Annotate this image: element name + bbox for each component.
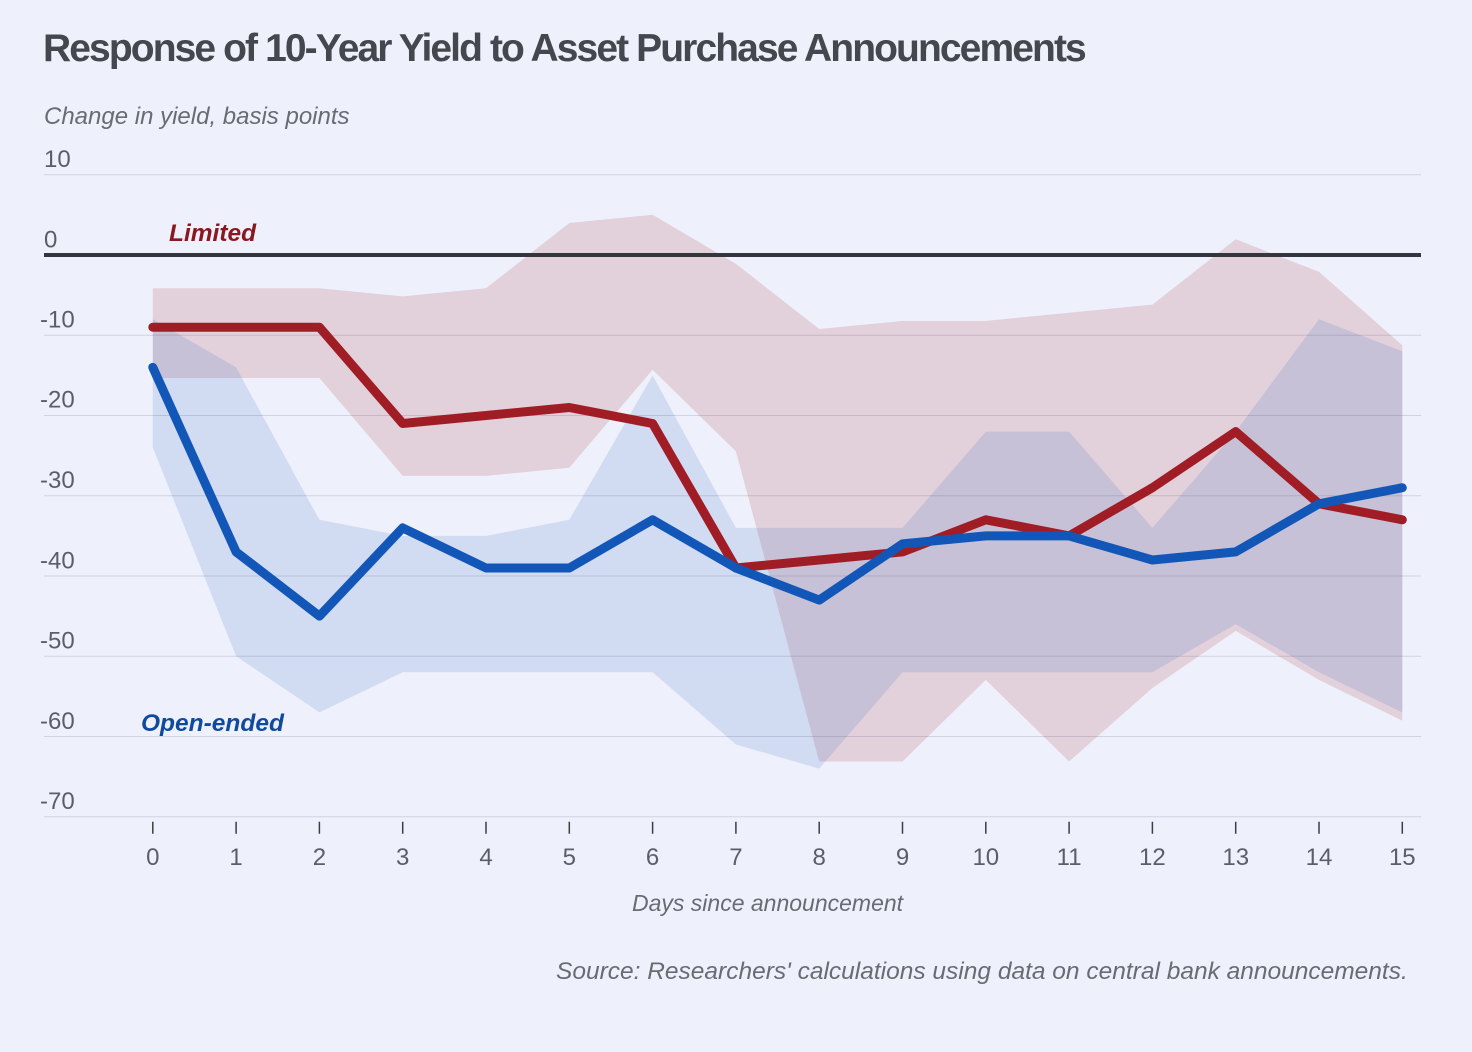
svg-text:4: 4 <box>479 844 492 871</box>
svg-text:Limited: Limited <box>169 220 257 247</box>
svg-text:-70: -70 <box>40 788 75 815</box>
svg-text:0: 0 <box>44 227 57 254</box>
svg-text:0: 0 <box>146 844 159 871</box>
svg-text:10: 10 <box>44 146 71 173</box>
svg-text:9: 9 <box>896 844 909 871</box>
svg-text:-30: -30 <box>40 467 75 494</box>
svg-text:5: 5 <box>563 844 576 871</box>
svg-text:1: 1 <box>229 844 242 871</box>
svg-text:12: 12 <box>1139 844 1166 871</box>
svg-text:-40: -40 <box>40 548 75 575</box>
svg-text:11: 11 <box>1057 844 1082 871</box>
svg-text:15: 15 <box>1389 844 1416 871</box>
svg-text:7: 7 <box>729 844 742 871</box>
svg-text:-20: -20 <box>40 387 75 414</box>
svg-text:14: 14 <box>1306 844 1333 871</box>
svg-text:8: 8 <box>813 844 826 871</box>
svg-text:Open-ended: Open-ended <box>141 710 285 737</box>
svg-text:13: 13 <box>1222 844 1249 871</box>
svg-text:10: 10 <box>972 844 999 871</box>
svg-text:-50: -50 <box>40 628 75 655</box>
svg-text:2: 2 <box>313 844 326 871</box>
svg-text:-10: -10 <box>40 307 75 334</box>
svg-text:6: 6 <box>646 844 659 871</box>
svg-text:-60: -60 <box>40 708 75 735</box>
svg-text:3: 3 <box>396 844 409 871</box>
